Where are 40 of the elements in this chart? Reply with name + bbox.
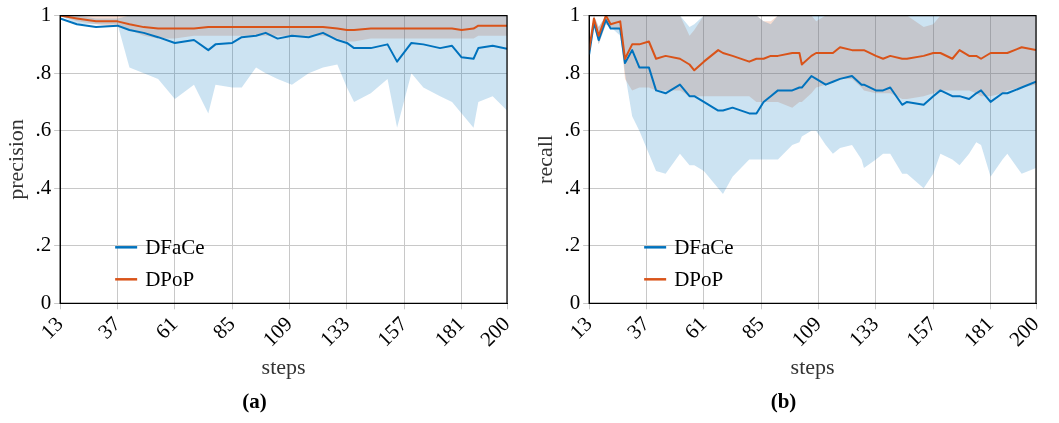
legend-label: DFaCe bbox=[674, 234, 734, 259]
y-tick-label: 1 bbox=[40, 2, 52, 27]
y-tick-label: .4 bbox=[564, 174, 581, 199]
y-tick-label: .8 bbox=[564, 59, 581, 84]
y-tick-label: .2 bbox=[564, 232, 581, 257]
y-axis-title: precision bbox=[2, 119, 28, 200]
x-tick-label: 13 bbox=[564, 311, 597, 344]
y-tick-label: 0 bbox=[40, 289, 52, 314]
x-tick-label: 109 bbox=[257, 311, 297, 351]
y-tick-label: .6 bbox=[35, 117, 52, 142]
x-tick-label: 61 bbox=[679, 311, 712, 344]
y-tick-label: .6 bbox=[564, 117, 581, 142]
x-tick-label: 85 bbox=[736, 311, 769, 344]
x-tick-label: 157 bbox=[372, 311, 412, 351]
y-tick-label: .4 bbox=[35, 174, 52, 199]
x-tick-label: 200 bbox=[1004, 311, 1044, 351]
x-tick-label: 37 bbox=[622, 311, 654, 344]
text: (a) bbox=[242, 388, 267, 413]
y-tick-label: 0 bbox=[569, 289, 581, 314]
x-tick-label: 181 bbox=[429, 311, 470, 351]
x-tick-label: 37 bbox=[93, 311, 125, 344]
x-tick-label: 133 bbox=[315, 311, 355, 351]
x-tick-label: 61 bbox=[150, 311, 183, 344]
legend-label: DFaCe bbox=[145, 234, 205, 259]
text: (b) bbox=[770, 388, 797, 413]
x-axis-title: steps bbox=[261, 354, 306, 380]
legend-label: DPoP bbox=[674, 266, 724, 291]
x-tick-label: 181 bbox=[958, 311, 999, 351]
x-tick-label: 133 bbox=[844, 311, 884, 351]
legend-label: DPoP bbox=[145, 266, 195, 291]
y-axis-title: recall bbox=[531, 135, 557, 184]
x-tick-label: 200 bbox=[475, 311, 515, 351]
x-tick-label: 85 bbox=[207, 311, 240, 344]
x-tick-label: 157 bbox=[901, 311, 941, 351]
y-tick-label: 1 bbox=[569, 2, 581, 27]
x-tick-label: 13 bbox=[35, 311, 68, 344]
x-tick-label: 109 bbox=[786, 311, 826, 351]
y-tick-label: .8 bbox=[35, 59, 52, 84]
y-tick-label: .2 bbox=[35, 232, 52, 257]
x-axis-title: steps bbox=[790, 354, 835, 380]
